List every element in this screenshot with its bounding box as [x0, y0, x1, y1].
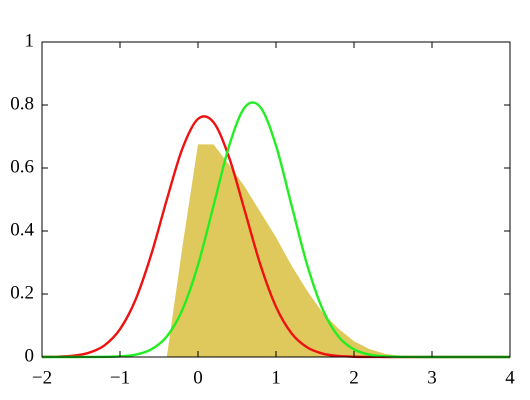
x-tick-label: 4 [505, 367, 515, 388]
y-tick-label: 0.8 [10, 93, 34, 114]
x-tick-label: 0 [193, 367, 203, 388]
y-tick-label: 0.6 [10, 156, 34, 177]
plot-area [41, 101, 510, 359]
x-tick-label: 1 [271, 367, 281, 388]
x-tick-label: 3 [427, 367, 437, 388]
y-tick-label: 0 [25, 345, 35, 366]
x-tick-label: −1 [110, 367, 130, 388]
y-tick-label: 0.4 [10, 219, 34, 240]
x-tick-label: 2 [349, 367, 359, 388]
x-tick-label: −2 [32, 367, 52, 388]
y-tick-label: 1 [25, 30, 35, 51]
area [42, 144, 510, 357]
y-tick-label: 0.2 [10, 282, 34, 303]
